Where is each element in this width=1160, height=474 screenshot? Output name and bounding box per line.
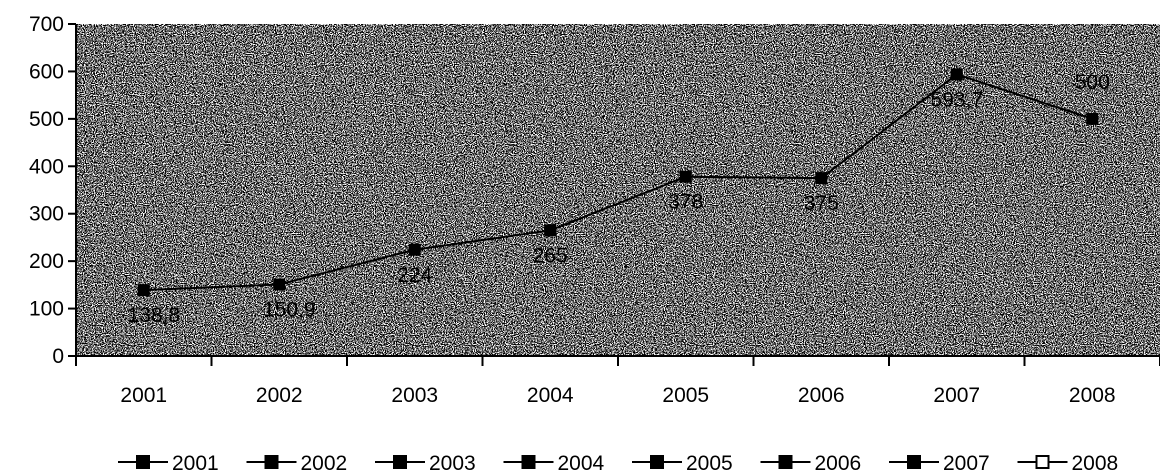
data-label: 224 <box>397 264 432 287</box>
y-tick-label: 100 <box>29 298 64 321</box>
legend-entry: 2006 <box>760 452 862 474</box>
y-tick-label: 300 <box>29 203 64 226</box>
legend-entry: 2004 <box>503 452 605 474</box>
x-axis: 2001 2002 2003 2004 2005 2006 2007 2008 <box>75 355 1160 407</box>
x-tick-label: 2001 <box>120 384 167 407</box>
y-tick-label: 500 <box>29 108 64 131</box>
y-tick-label: 0 <box>52 345 64 368</box>
legend-marker-swatch <box>778 455 793 469</box>
data-label: 138,8 <box>127 304 180 327</box>
legend-marker-swatch <box>521 455 536 469</box>
x-tick-label: 2002 <box>256 384 303 407</box>
data-label: 500 <box>1075 71 1110 94</box>
x-tick-label: 2008 <box>1069 384 1116 407</box>
x-tick-label: 2003 <box>391 384 438 407</box>
y-tick-label: 200 <box>29 250 64 273</box>
legend-label: 2001 <box>172 452 219 474</box>
legend-label: 2004 <box>558 452 605 474</box>
x-tick-label: 2006 <box>798 384 845 407</box>
data-label: 375 <box>804 192 839 215</box>
data-point-marker <box>544 224 557 237</box>
legend-label: 2008 <box>1072 452 1119 474</box>
data-point-marker <box>408 243 421 256</box>
legend-label: 2002 <box>301 452 348 474</box>
legend-marker-swatch <box>393 455 407 469</box>
legend-marker-swatch <box>136 455 150 469</box>
plot-area-stipple <box>76 24 1160 356</box>
legend-label: 2005 <box>686 452 733 474</box>
x-tick-label: 2005 <box>662 384 709 407</box>
legend-marker-swatch <box>650 455 664 469</box>
data-label: 265 <box>533 244 568 267</box>
legend: 2001 2002 2003 2004 2005 2006 2007 2008 <box>118 452 1118 474</box>
y-tick-label: 400 <box>29 155 64 178</box>
data-labels: 138,8 150,9 224 265 378 375 593,7 500 <box>127 71 1109 327</box>
data-label: 378 <box>668 191 703 214</box>
data-series <box>137 68 1099 297</box>
legend-label: 2006 <box>815 452 862 474</box>
legend-entry: 2007 <box>889 452 990 474</box>
legend-entry: 2003 <box>375 452 476 474</box>
legend-label: 2007 <box>943 452 990 474</box>
data-point-marker <box>815 172 828 185</box>
data-point-marker <box>1086 112 1099 125</box>
data-point-marker <box>273 278 286 291</box>
data-point-marker <box>679 170 692 183</box>
data-point-marker <box>950 68 963 81</box>
legend-entry: 2005 <box>632 452 733 474</box>
legend-entry: 2008 <box>1017 452 1119 474</box>
y-tick-label: 600 <box>29 60 64 83</box>
x-tick-label: 2004 <box>527 384 574 407</box>
legend-marker-swatch <box>1035 455 1050 469</box>
legend-marker-swatch <box>907 455 921 469</box>
legend-entry: 2002 <box>246 452 348 474</box>
x-tick-label: 2007 <box>933 384 980 407</box>
data-point-marker <box>137 284 150 297</box>
series-line <box>143 73 1093 292</box>
y-axis: 0 100 200 300 400 500 600 700 <box>29 13 77 368</box>
y-tick-label: 700 <box>29 13 64 36</box>
data-label: 593,7 <box>930 88 983 111</box>
legend-label: 2003 <box>429 452 476 474</box>
legend-entry: 2001 <box>118 452 219 474</box>
data-label: 150,9 <box>263 298 316 321</box>
legend-marker-swatch <box>264 455 279 469</box>
